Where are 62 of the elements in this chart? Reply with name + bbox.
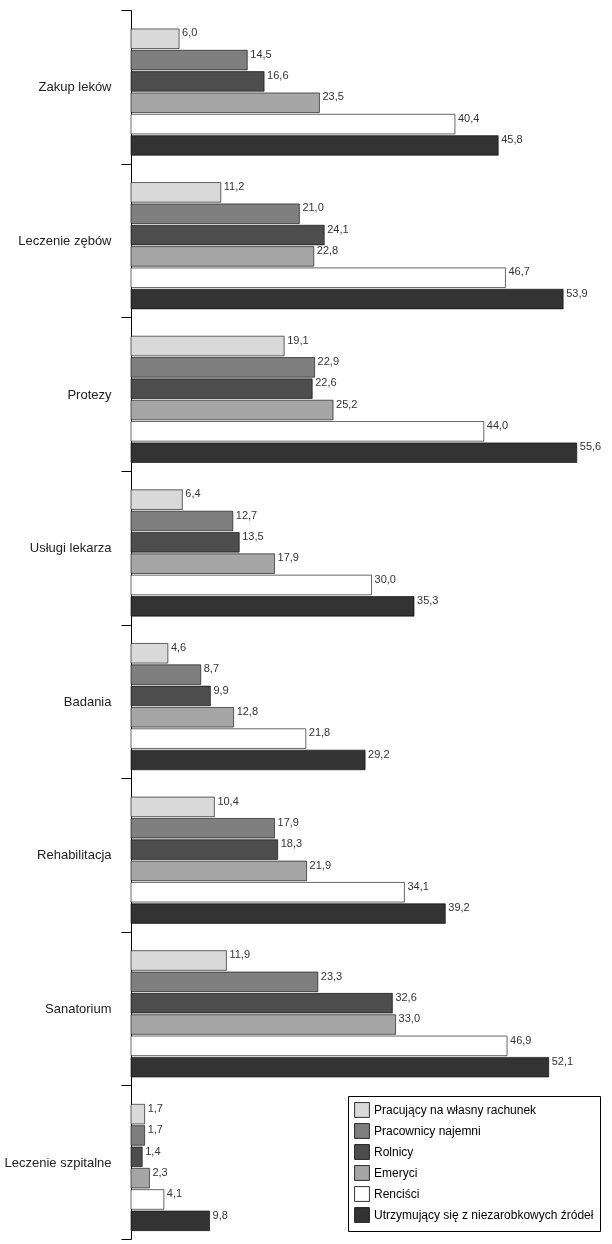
data-label: 35,3: [417, 594, 439, 607]
data-label: 9,9: [213, 683, 229, 696]
data-label: 22,8: [316, 244, 339, 257]
data-label: 16,6: [267, 69, 289, 82]
y-tick-label: Sanatorium: [45, 1001, 112, 1017]
data-label: 12,8: [236, 704, 259, 717]
data-label: 22,6: [315, 376, 337, 389]
data-label: 30,0: [374, 572, 396, 585]
data-label: 22,9: [317, 355, 340, 368]
data-label: 53,9: [566, 286, 588, 299]
data-label: 21,8: [308, 726, 331, 739]
data-label: 24,1: [327, 222, 349, 235]
data-label: 52,1: [551, 1054, 574, 1067]
data-label: 23,5: [322, 90, 344, 103]
data-label: 1,7: [147, 1101, 163, 1114]
data-label: 33,0: [398, 1012, 421, 1025]
data-label: 45,8: [501, 133, 523, 146]
data-label: 40,4: [457, 111, 480, 124]
legend-label: Renciści: [374, 1187, 420, 1201]
data-label: 44,0: [486, 419, 509, 432]
y-tick-label: Rehabilitacja: [37, 847, 113, 863]
data-label: 4,1: [166, 1187, 183, 1200]
data-label: 14,5: [250, 47, 272, 60]
y-tick-label: Leczenie szpitalne: [4, 1154, 112, 1170]
data-label: 11,2: [223, 180, 245, 193]
data-label: 1,7: [147, 1123, 163, 1136]
data-label: 6,4: [185, 487, 201, 500]
data-label: 39,2: [448, 901, 470, 914]
data-label: 46,9: [510, 1033, 532, 1046]
data-label: 9,8: [212, 1208, 228, 1221]
legend-label: Emeryci: [374, 1166, 418, 1180]
data-label: 6,0: [182, 26, 198, 39]
data-label: 21,9: [309, 858, 332, 871]
data-label: 1,4: [145, 1144, 161, 1157]
legend-label: Pracownicy najemni: [374, 1124, 481, 1138]
data-label: 21,0: [302, 201, 324, 214]
data-label: 12,7: [235, 508, 258, 521]
data-label: 19,1: [287, 333, 309, 346]
data-label: 4,6: [170, 640, 187, 653]
data-label: 2,3: [152, 1165, 168, 1178]
data-label: 18,3: [280, 837, 303, 850]
data-label: 55,6: [579, 440, 602, 453]
data-label: 34,1: [407, 879, 429, 892]
data-label: 29,2: [368, 747, 390, 760]
data-label: 32,6: [395, 990, 417, 1003]
y-tick-label: Usługi lekarza: [29, 540, 113, 556]
y-tick-label: Badania: [63, 693, 113, 709]
data-label: 23,3: [320, 969, 343, 982]
y-tick-label: Zakup leków: [38, 79, 113, 95]
data-label: 11,9: [229, 948, 251, 961]
legend-label: Utrzymujący się z niezarobkowych źródeł: [374, 1208, 594, 1222]
y-tick-label: Leczenie zębów: [18, 232, 113, 248]
data-label: 17,9: [277, 551, 299, 564]
data-label: 8,7: [203, 662, 220, 675]
legend-label: Pracujący na własny rachunek: [374, 1103, 538, 1117]
data-label: 46,7: [508, 265, 530, 278]
data-label: 25,2: [336, 397, 358, 410]
legend-label: Rolnicy: [374, 1145, 414, 1159]
data-label: 17,9: [277, 815, 299, 828]
data-label: 10,4: [217, 794, 239, 807]
y-tick-label: Protezy: [67, 386, 112, 402]
data-label: 13,5: [242, 530, 264, 543]
